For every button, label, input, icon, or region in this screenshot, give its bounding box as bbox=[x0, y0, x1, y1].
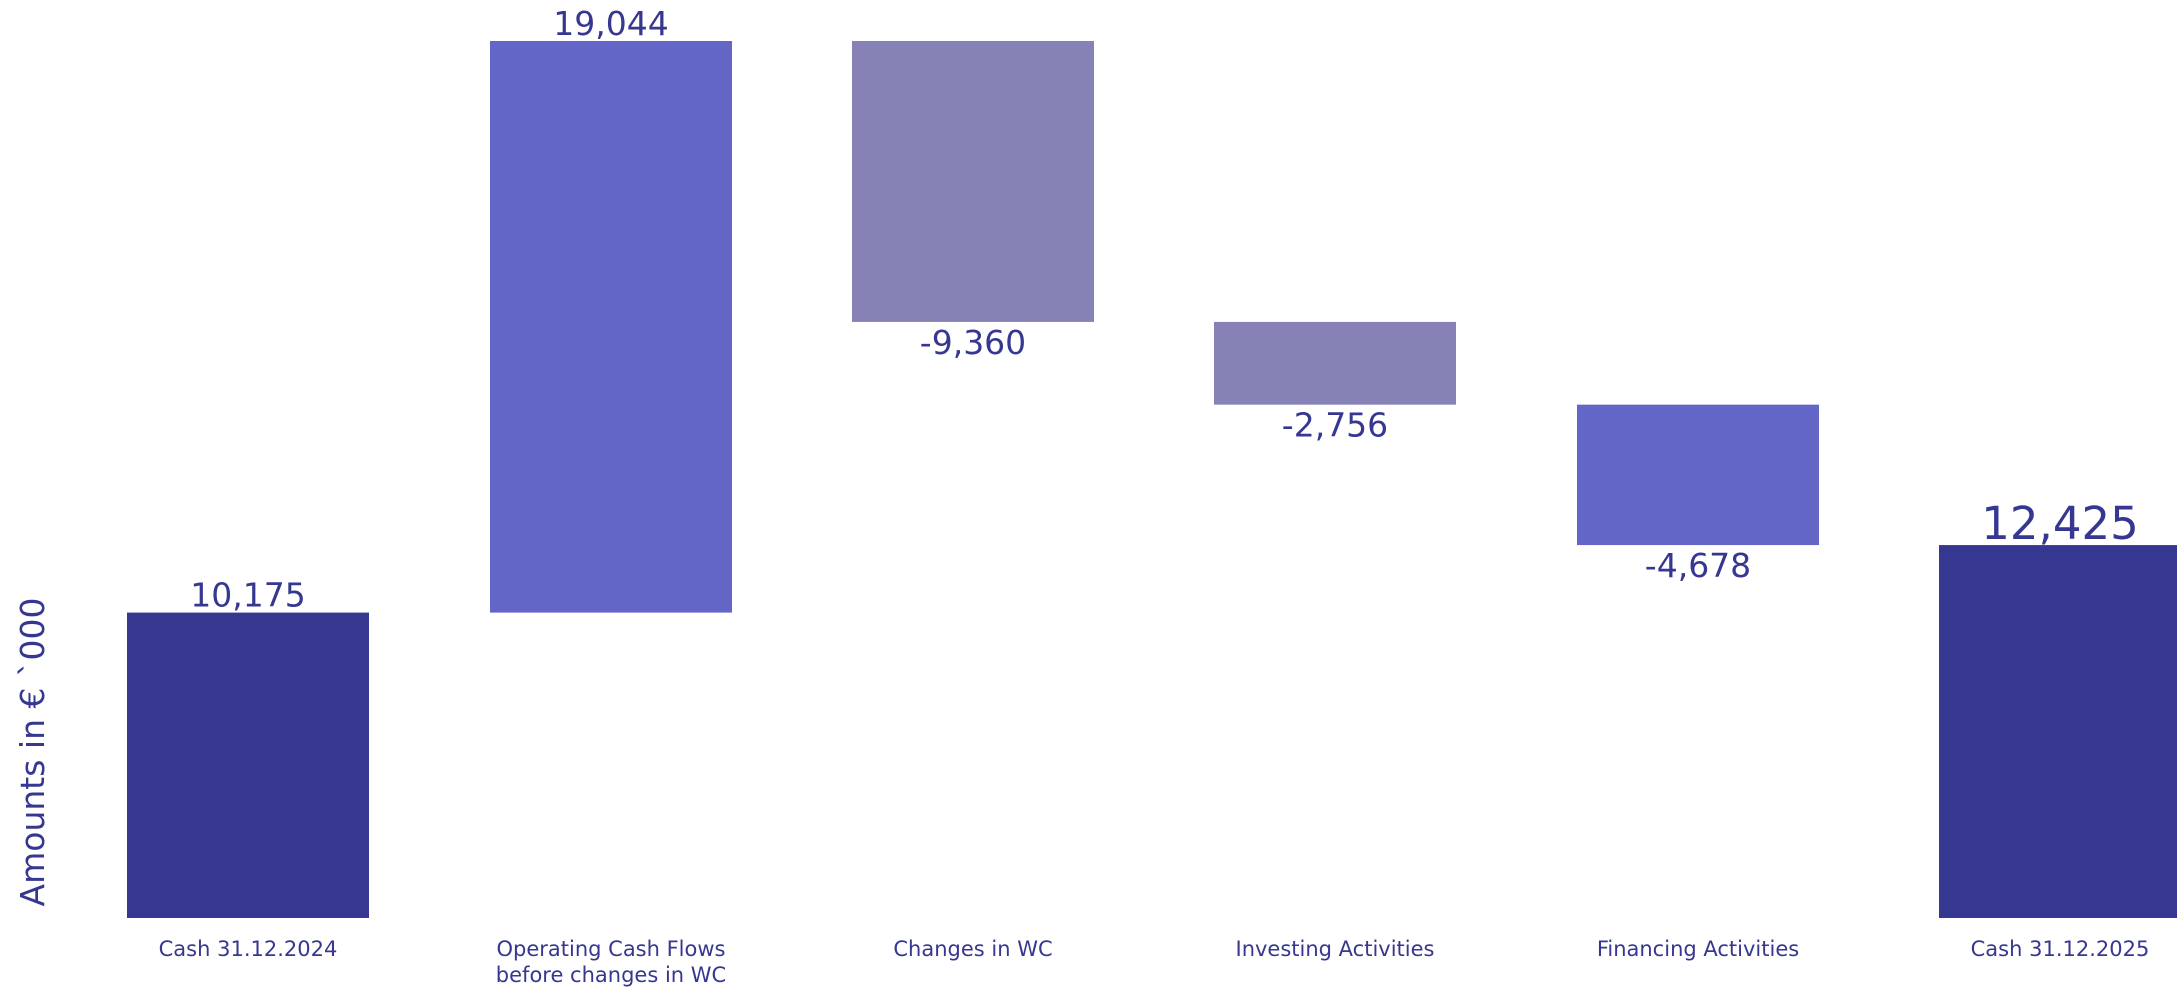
category-label-6: Cash 31.12.2025 bbox=[1971, 937, 2150, 961]
value-label-3: -9,360 bbox=[920, 323, 1026, 362]
value-label-6: 12,425 bbox=[1981, 497, 2138, 550]
category-label-2: Operating Cash Flows before changes in WC bbox=[496, 937, 726, 987]
category-label-5: Financing Activities bbox=[1597, 937, 1799, 961]
value-label-1: 10,175 bbox=[190, 576, 305, 615]
category-label-1: Cash 31.12.2024 bbox=[159, 937, 338, 961]
category-label-3: Changes in WC bbox=[893, 937, 1052, 961]
bar-6 bbox=[1939, 545, 2177, 918]
bar-2 bbox=[490, 41, 732, 613]
value-label-2: 19,044 bbox=[553, 4, 668, 43]
value-label-4: -2,756 bbox=[1282, 406, 1388, 445]
category-labels-layer: Cash 31.12.2024 Operating Cash Flows befor… bbox=[159, 937, 2150, 987]
category-label-line: Operating Cash Flows bbox=[496, 937, 725, 961]
y-axis-label: Amounts in € `000 bbox=[13, 598, 52, 907]
bars-layer bbox=[127, 41, 2177, 918]
bar-3 bbox=[852, 41, 1094, 322]
bar-4 bbox=[1214, 321, 1456, 405]
bar-1 bbox=[127, 612, 369, 918]
category-label-line: Cash 31.12.2024 bbox=[159, 937, 338, 961]
category-label-line: Changes in WC bbox=[893, 937, 1052, 961]
category-label-4: Investing Activities bbox=[1236, 937, 1435, 961]
value-labels-layer: 10,175 19,044 -9,360 -2,756 -4,678 12,425 bbox=[190, 4, 2138, 615]
category-label-line: Cash 31.12.2025 bbox=[1971, 937, 2150, 961]
category-label-line: before changes in WC bbox=[496, 963, 726, 987]
value-label-5: -4,678 bbox=[1645, 546, 1751, 585]
bar-5 bbox=[1577, 404, 1819, 546]
category-label-line: Investing Activities bbox=[1236, 937, 1435, 961]
category-label-line: Financing Activities bbox=[1597, 937, 1799, 961]
